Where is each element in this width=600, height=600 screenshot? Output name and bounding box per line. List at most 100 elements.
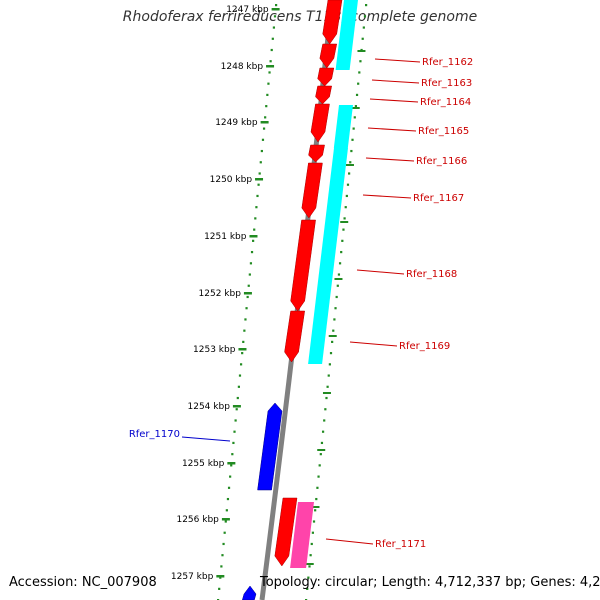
outer-track-dot [266, 93, 269, 97]
gene-label[interactable]: Rfer_1165 [418, 126, 469, 137]
inner-minor-tick [305, 563, 314, 565]
scale-tick-mark [238, 348, 247, 351]
gene-label-group[interactable]: Rfer_1168 [356, 269, 457, 280]
gene-label[interactable]: Rfer_1163 [421, 78, 472, 89]
scale-tick-label: 1248 kbp [221, 62, 264, 72]
scale-tick-label: 1251 kbp [204, 232, 247, 242]
gene-arrow[interactable] [315, 85, 332, 105]
outer-track-dot [256, 194, 259, 198]
scale-tick-mark [260, 121, 269, 124]
gene-labels[interactable]: Rfer_1162 Rfer_1163 Rfer_1164 Rfer_1165 Rfer… [129, 57, 473, 550]
outer-track-dot [236, 396, 239, 400]
inner-track-dot [309, 554, 312, 557]
outer-track-dot [272, 26, 276, 29]
gene-label[interactable]: Rfer_1167 [413, 193, 464, 204]
outer-track-dot [226, 497, 230, 501]
outer-track-dot [267, 82, 270, 85]
gene-label[interactable]: Rfer_1162 [422, 57, 473, 68]
gene-arrow[interactable] [319, 43, 338, 69]
scale-tick-label: 1247 kbp [226, 5, 269, 15]
scale-tick: 1257 kbp [171, 572, 225, 582]
gene-label-group[interactable]: Rfer_1171 [325, 538, 426, 550]
outer-track-dot [222, 542, 225, 546]
gene-track[interactable] [242, 0, 343, 600]
outer-track-dot [248, 273, 251, 276]
inner-track-dot [335, 295, 338, 299]
inner-track-dot [333, 318, 336, 321]
gene-arrow[interactable] [284, 310, 305, 363]
gene-arrow[interactable] [274, 497, 298, 567]
gene-label-group[interactable]: Rfer_1165 [367, 126, 469, 137]
outer-track-dot [275, 4, 278, 7]
topology-text: Topology: circular; Length: 4,712,337 bp… [260, 575, 600, 590]
inner-track-dot [311, 531, 314, 534]
leader-line [356, 269, 405, 275]
outer-track-dot [218, 587, 221, 590]
outer-track-dot [259, 161, 262, 164]
inner-track-dot [354, 105, 358, 108]
gene-arrow[interactable] [301, 162, 323, 219]
gene-arrow[interactable] [322, 0, 343, 45]
scale-tick-label: 1256 kbp [176, 515, 219, 525]
gene-arrow[interactable] [317, 67, 335, 87]
outer-track-dot [227, 486, 231, 489]
inner-track-dot [324, 408, 327, 411]
inner-track-dot [337, 273, 341, 276]
outer-track-dot [239, 363, 243, 366]
outer-track-dot [237, 385, 240, 388]
gene-label[interactable]: Rfer_1168 [406, 269, 457, 280]
outer-track-dot [262, 127, 266, 130]
gene-label[interactable]: Rfer_1171 [375, 539, 426, 550]
gene-label[interactable]: Rfer_1170 [129, 429, 180, 440]
scale-tick-label: 1249 kbp [215, 118, 258, 128]
leader-line [369, 98, 419, 103]
outer-track-dot [233, 430, 236, 433]
inner-track-dot [365, 4, 368, 7]
gene-label[interactable]: Rfer_1166 [416, 156, 467, 167]
inner-track-dot [352, 127, 355, 130]
inner-track-dot [307, 576, 310, 579]
gene-arrow[interactable] [242, 585, 257, 600]
outer-track-dot [257, 183, 260, 186]
gene-label-group[interactable]: Rfer_1166 [365, 156, 467, 167]
scale-tick: 1256 kbp [176, 515, 230, 525]
scale-tick-mark [243, 292, 252, 295]
outer-track-dot [273, 15, 277, 18]
scale-tick-label: 1255 kbp [182, 459, 225, 469]
inner-track-dot [326, 385, 329, 388]
outer-track-dot [223, 531, 226, 534]
scale-tick-mark [216, 575, 225, 578]
gene-label[interactable]: Rfer_1164 [420, 97, 471, 108]
cds-segment [335, 0, 358, 70]
scale-tick: 1252 kbp [199, 289, 252, 299]
inner-track-dot [332, 329, 335, 332]
gene-label-group[interactable]: Rfer_1170 [129, 429, 231, 442]
gene-arrow[interactable] [308, 144, 325, 163]
gene-arrow[interactable] [310, 103, 330, 143]
gene-label-group[interactable]: Rfer_1164 [369, 97, 471, 108]
gene-arrow[interactable] [257, 402, 283, 491]
outer-track-dot [270, 48, 273, 52]
inner-track-dot [359, 60, 362, 63]
gene-label[interactable]: Rfer_1169 [399, 341, 450, 352]
inner-track-dot [320, 441, 324, 445]
gene-label-group[interactable]: Rfer_1169 [349, 341, 450, 352]
scale-tick: 1249 kbp [215, 118, 269, 128]
scale-tick-label: 1254 kbp [188, 402, 231, 412]
gene-label-group[interactable]: Rfer_1167 [362, 193, 464, 204]
inner-track-dot [350, 149, 353, 153]
scale-tick-mark [271, 8, 280, 11]
gene-arrow[interactable] [290, 219, 316, 312]
inner-track-dot [325, 396, 328, 400]
cds-segment [308, 148, 348, 364]
outer-track-dot [249, 262, 253, 265]
gene-label-group[interactable]: Rfer_1162 [374, 57, 473, 68]
scale-tick-mark [266, 65, 275, 68]
outer-track-dot [243, 329, 246, 332]
outer-track-dot [221, 554, 224, 557]
gene-label-group[interactable]: Rfer_1163 [371, 78, 472, 89]
outer-track-dot [258, 172, 261, 175]
inner-track-dot [331, 340, 334, 343]
outer-tick-track [217, 4, 368, 600]
